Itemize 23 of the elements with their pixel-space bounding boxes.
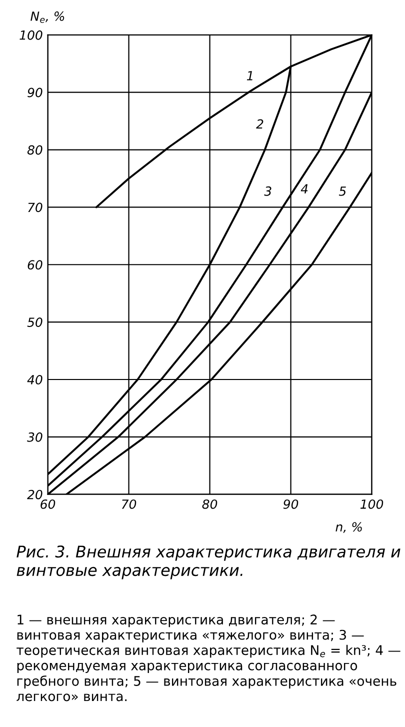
annotation: 1 (246, 71, 252, 80)
annotation: 5 (338, 186, 346, 196)
y-tick-label: 100 (20, 30, 42, 40)
text: 1 — внешняя характеристика двигателя; 2 — винтовая характеристика «тяжелого» винта; 3 — теоретическая винтовая характеристика N$_{e}$ = kn³; 4 — рекомендуемая характеристика согласованного гребного винта; 5 — винтовая характеристика «очень легкого» винта. (16, 614, 400, 702)
y-tick-label: 90 (28, 88, 42, 98)
y-tick-label: 40 (27, 374, 42, 384)
text: Рис. 3. Внешняя характеристика двигателя и винтовые характеристики. (16, 546, 400, 580)
annotation: 4 (300, 184, 308, 194)
y-tick-label: 20 (27, 490, 42, 500)
y-tick-label: 50 (27, 318, 42, 327)
y-tick-label: 80 (27, 145, 42, 155)
x-tick-label: 70 (122, 499, 136, 509)
annotation: 2 (256, 119, 264, 129)
x-tick-label: 100 (360, 499, 384, 509)
x-axis-title: n, % (336, 522, 362, 533)
y-tick-label: 60 (28, 260, 42, 270)
y-axis-title: N$_{e}$, % (30, 11, 64, 23)
x-tick-label: 80 (202, 499, 218, 509)
y-tick-label: 30 (27, 432, 42, 442)
x-tick-label: 90 (283, 499, 298, 509)
y-tick-label: 70 (28, 202, 42, 212)
annotation: 3 (264, 186, 272, 196)
x-tick-label: 60 (40, 499, 56, 509)
